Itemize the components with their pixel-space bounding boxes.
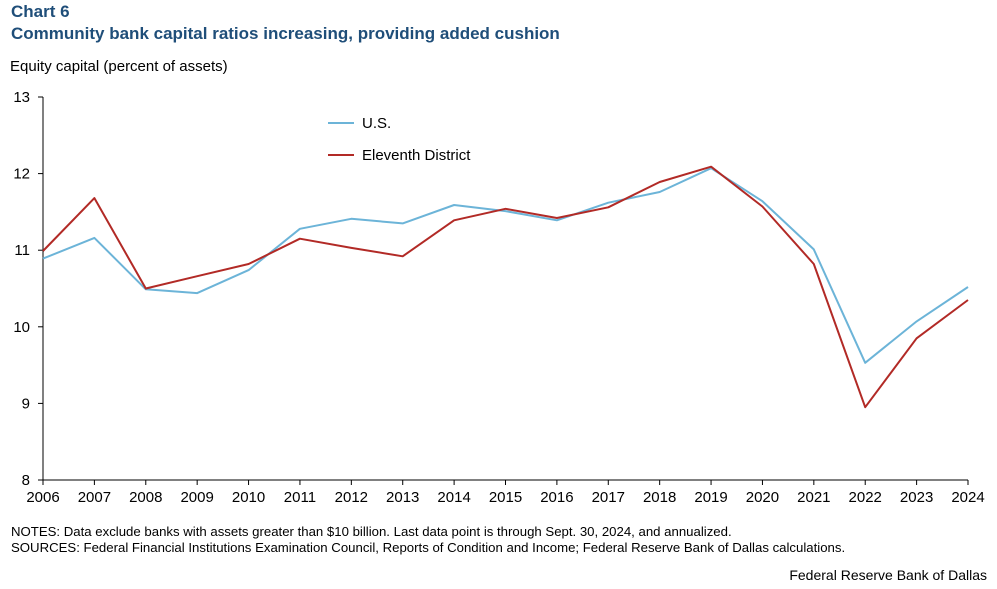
- x-tick-label: 2023: [900, 489, 933, 506]
- series-line-u-s: [42, 167, 969, 364]
- x-tick-label: 2014: [437, 489, 470, 506]
- y-tick-label: 11: [14, 242, 30, 259]
- x-tick-label: 2013: [386, 489, 419, 506]
- x-tick-label: 2015: [489, 489, 522, 506]
- series-line-eleventh-district: [42, 165, 969, 409]
- chart-title: Community bank capital ratios increasing…: [11, 24, 560, 43]
- chart-notes: NOTES: Data exclude banks with assets gr…: [11, 524, 845, 556]
- x-tick-label: 2009: [180, 489, 213, 506]
- x-tick-label: 2021: [797, 489, 830, 506]
- x-tick-label: 2016: [540, 489, 573, 506]
- x-tick-label: 2012: [335, 489, 368, 506]
- x-tick-label: 2011: [284, 489, 316, 506]
- x-tick-label: 2010: [232, 489, 265, 506]
- x-tick-label: 2017: [592, 489, 625, 506]
- legend-label: U.S.: [362, 115, 391, 132]
- sources-text: SOURCES: Federal Financial Institutions …: [11, 540, 846, 555]
- legend-label: Eleventh District: [362, 147, 471, 164]
- x-tick-label: 2008: [129, 489, 162, 506]
- x-tick-label: 2019: [694, 489, 727, 506]
- y-tick-label: 12: [13, 166, 30, 183]
- source-credit: Federal Reserve Bank of Dallas: [789, 567, 987, 583]
- notes-text: NOTES: Data exclude banks with assets gr…: [11, 524, 732, 539]
- x-tick-label: 2006: [26, 489, 59, 506]
- x-tick-label: 2007: [78, 489, 111, 506]
- y-axis-label: Equity capital (percent of assets): [10, 58, 228, 75]
- x-tick-label: 2020: [746, 489, 779, 506]
- x-tick-label: 2018: [643, 489, 676, 506]
- chart-number: Chart 6: [11, 2, 70, 21]
- y-tick-label: 10: [13, 319, 30, 336]
- y-tick-label: 13: [13, 89, 30, 106]
- y-tick-label: 9: [22, 395, 30, 412]
- x-tick-label: 2022: [849, 489, 882, 506]
- x-tick-label: 2024: [951, 489, 984, 506]
- y-tick-label: 8: [22, 472, 30, 489]
